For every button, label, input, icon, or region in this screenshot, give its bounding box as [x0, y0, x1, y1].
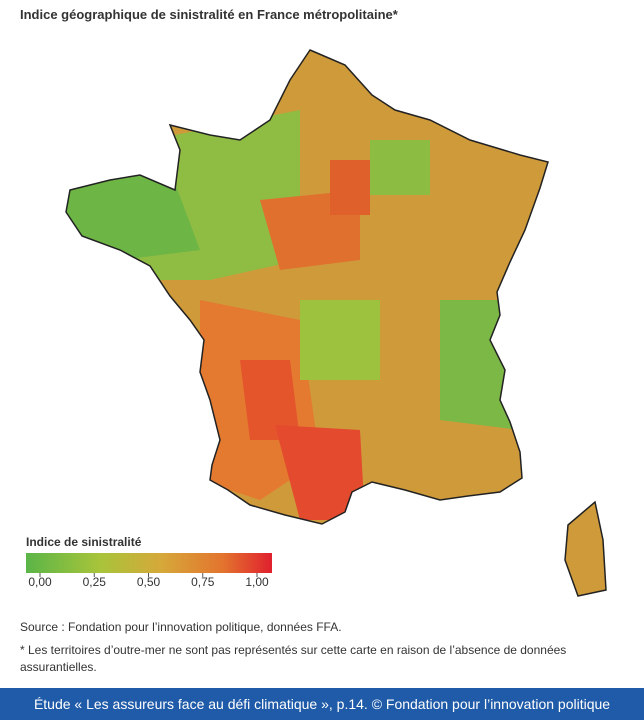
legend-tick-label: 0,25 — [83, 575, 107, 589]
source-note: Source : Fondation pour l’innovation pol… — [20, 620, 342, 634]
map: Indice de sinistralité 0,00 0,25 0,50 0,75 1… — [26, 49, 607, 597]
legend-bar — [26, 553, 272, 573]
map-title: Indice géographique de sinistralité en F… — [20, 7, 398, 22]
legend-tick-label: 1,00 — [245, 575, 269, 589]
corsica — [564, 500, 607, 597]
footnote: * Les territoires d’outre-mer ne sont pa… — [20, 643, 567, 674]
map-regions — [66, 50, 548, 524]
legend-tick-label: 0,75 — [191, 575, 215, 589]
legend-tick-label: 0,50 — [137, 575, 161, 589]
footer-band: Étude « Les assureurs face au défi clima… — [0, 688, 644, 720]
france-outline — [65, 49, 549, 525]
legend-title: Indice de sinistralité — [26, 535, 142, 549]
legend-tick-label: 0,00 — [28, 575, 52, 589]
